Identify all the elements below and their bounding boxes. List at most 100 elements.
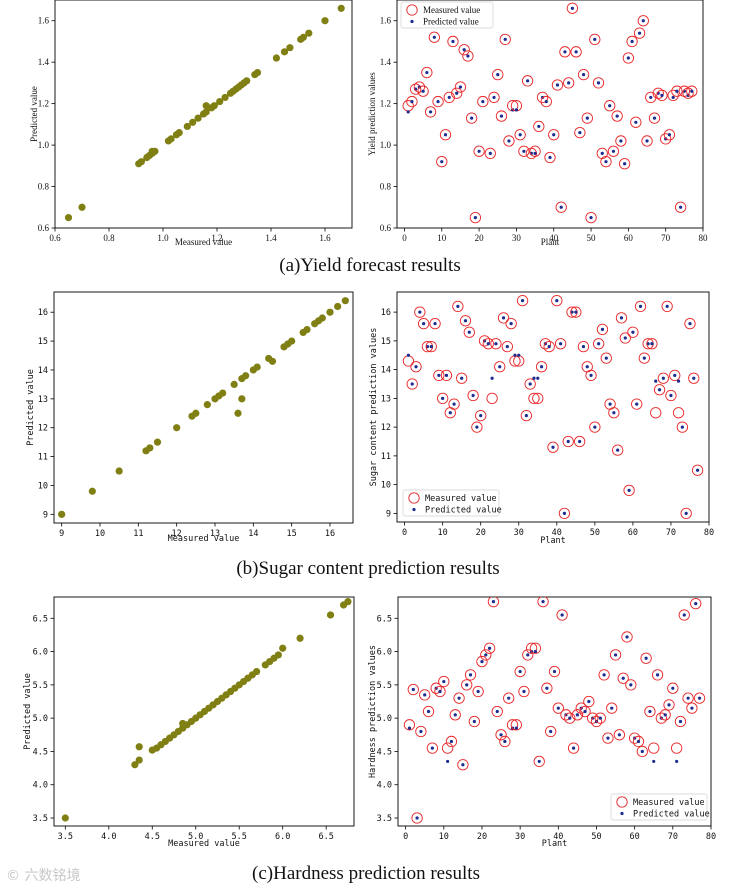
x-tick-label: 15 <box>287 529 297 539</box>
measured-point <box>657 372 669 384</box>
predicted-point <box>467 330 471 334</box>
scatter-point <box>64 214 73 222</box>
predicted-point <box>571 746 576 750</box>
measured-point <box>467 389 479 402</box>
measured-point <box>551 294 563 307</box>
scatter-point <box>115 467 123 475</box>
x-tick-label: 11 <box>133 529 143 539</box>
x-tick-label: 10 <box>437 233 447 243</box>
scatter-point <box>234 409 242 417</box>
scatter-point <box>286 44 294 52</box>
y-tick-label: 10 <box>38 481 48 491</box>
y-tick-label: 5.0 <box>33 714 48 724</box>
predicted-point <box>472 719 476 724</box>
predicted-point <box>678 719 683 724</box>
predicted-point <box>426 709 431 714</box>
predicted-point <box>574 50 578 54</box>
measured-point <box>461 679 473 691</box>
predicted-point <box>627 488 631 492</box>
measured-point <box>463 326 475 338</box>
predicted-point <box>499 733 503 737</box>
predicted-point <box>641 19 645 23</box>
predicted-point <box>562 511 567 515</box>
measured-point <box>535 361 548 373</box>
predicted-point <box>442 679 446 684</box>
scatter-point <box>151 147 159 155</box>
scatter-point <box>303 325 311 334</box>
measured-point <box>676 421 689 433</box>
scatter-point <box>78 203 86 211</box>
x-tick-label: 20 <box>477 832 487 842</box>
predicted-point <box>600 327 605 331</box>
scatter-point <box>194 114 202 122</box>
predicted-point <box>578 439 582 444</box>
measured-point <box>619 332 631 344</box>
predicted-point <box>642 356 646 360</box>
predicted-point <box>665 304 669 308</box>
predicted-point <box>694 602 698 606</box>
plot-frame <box>54 0 353 229</box>
predicted-point <box>453 713 457 717</box>
data-marks <box>403 597 706 824</box>
data-marks <box>402 2 698 224</box>
measured-point <box>514 665 526 678</box>
y-tick-label: 3.5 <box>377 814 392 824</box>
y-tick-label: 15 <box>381 337 391 347</box>
predicted-point <box>690 706 694 710</box>
predicted-point <box>671 95 675 100</box>
measured-point <box>574 127 586 139</box>
predicted-point <box>421 89 425 93</box>
y-tick-label: 4.5 <box>377 747 392 757</box>
measured-point <box>468 715 480 728</box>
measured-point <box>476 655 488 668</box>
measured-point <box>487 597 500 608</box>
predicted-point <box>451 39 455 44</box>
measured-point <box>406 378 418 390</box>
predicted-point <box>507 139 511 143</box>
measured-point <box>417 85 429 97</box>
measured-point <box>548 665 561 678</box>
predicted-point <box>475 425 479 429</box>
predicted-point <box>425 345 430 349</box>
predicted-point <box>492 95 496 100</box>
scatter-point <box>202 108 210 116</box>
scatter-point <box>137 158 145 166</box>
legend: Measured value Predicted value <box>402 489 502 517</box>
predicted-point <box>524 414 528 418</box>
measured-point <box>440 369 453 382</box>
predicted-point <box>660 93 664 97</box>
measured-point <box>491 705 503 718</box>
predicted-point <box>449 739 454 744</box>
legend-box <box>400 1 494 29</box>
watermark: © 六数铭境 <box>6 868 80 884</box>
y-tick-label: 1.0 <box>38 140 50 150</box>
predicted-point <box>616 448 620 452</box>
predicted-point <box>488 646 492 650</box>
measured-point <box>497 312 510 324</box>
y-tick-label: 14 <box>381 366 391 376</box>
measured-point <box>567 742 580 754</box>
predicted-point <box>675 759 679 764</box>
measured-point <box>437 392 449 405</box>
measured-point <box>682 692 694 704</box>
x-tick-label: 13 <box>210 529 220 539</box>
measured-point <box>475 409 487 422</box>
x-tick-label: 70 <box>661 233 671 243</box>
predicted-point <box>488 151 492 155</box>
measured-point <box>667 89 679 101</box>
measured-point <box>644 705 656 718</box>
measured-point <box>558 507 571 520</box>
predicted-point <box>432 35 436 39</box>
predicted-point <box>466 54 470 58</box>
predicted-point <box>518 669 522 674</box>
predicted-point <box>461 763 465 767</box>
measured-point <box>577 340 590 353</box>
measured-point <box>428 31 440 43</box>
scatter-point <box>337 4 345 12</box>
predicted-point <box>471 393 475 398</box>
predicted-point <box>441 396 445 400</box>
y-tick-label: 1.4 <box>38 57 50 67</box>
measured-point <box>622 52 635 64</box>
scatter-point <box>299 33 307 41</box>
y-tick-label: 4.0 <box>377 781 392 791</box>
